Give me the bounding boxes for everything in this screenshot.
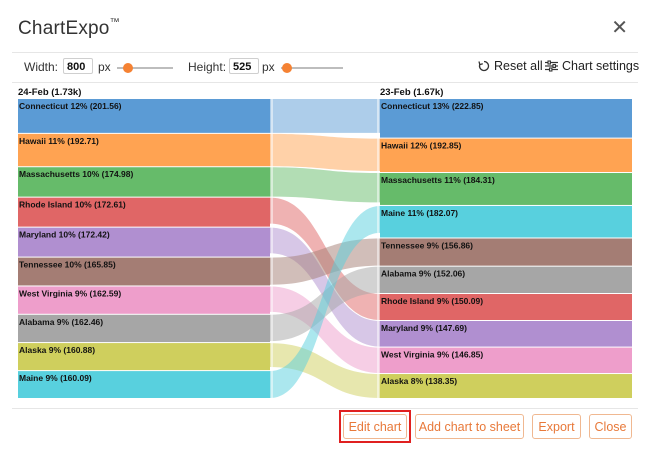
width-unit: px (98, 60, 111, 74)
right-node-tennessee (380, 238, 632, 266)
close-icon[interactable]: ✕ (611, 17, 628, 39)
left-node-label-alabama: Alabama 9% (162.46) (19, 317, 103, 327)
right-node-label-connecticut: Connecticut 13% (222.85) (381, 101, 484, 111)
link-maine (270, 205, 380, 398)
right-node-label-massachusetts: Massachusetts 11% (184.31) (381, 175, 495, 185)
width-slider[interactable] (117, 63, 173, 73)
right-node-label-west-virginia: West Virginia 9% (146.85) (381, 350, 483, 360)
left-node-connecticut (18, 99, 270, 133)
right-node-alabama (380, 266, 632, 294)
left-node-alaska (18, 343, 270, 371)
left-column-header: 24-Feb (1.73k) (18, 87, 81, 98)
edit-chart-button[interactable]: Edit chart (343, 414, 407, 439)
close-button[interactable]: Close (589, 414, 632, 439)
left-node-label-massachusetts: Massachusetts 10% (174.98) (19, 169, 134, 179)
width-label: Width: (24, 60, 59, 74)
link-hawaii (270, 133, 380, 171)
width-slider-knob[interactable] (123, 63, 134, 73)
right-node-label-maryland: Maryland 9% (147.69) (381, 323, 467, 333)
height-input[interactable]: 525 (229, 58, 259, 74)
edit-chart-focus-ring (339, 410, 411, 443)
right-node-alaska (380, 374, 632, 398)
dialog-title: ChartExpo™ (18, 16, 120, 40)
right-node-label-rhode-island: Rhode Island 9% (150.09) (381, 296, 483, 306)
left-node-rhode-island (18, 197, 270, 227)
left-node-label-alaska: Alaska 9% (160.88) (19, 345, 95, 355)
left-node-label-rhode-island: Rhode Island 10% (172.61) (19, 200, 126, 210)
left-node-label-tennessee: Tennessee 10% (165.85) (19, 260, 116, 270)
right-node-label-tennessee: Tennessee 9% (156.86) (381, 240, 473, 250)
toolbar-divider (12, 82, 638, 83)
left-node-label-maryland: Maryland 10% (172.42) (19, 230, 110, 240)
sankey-svg: 24-Feb (1.73k) 23-Feb (1.67k)Connecticut … (18, 87, 632, 398)
left-node-label-west-virginia: West Virginia 9% (162.59) (19, 288, 121, 298)
add-chart-to-sheet-button[interactable]: Add chart to sheet (415, 414, 524, 439)
sankey-links (270, 99, 380, 398)
right-node-label-maine: Maine 11% (182.07) (381, 208, 458, 218)
height-unit: px (262, 60, 275, 74)
right-node-maryland (380, 321, 632, 347)
reset-all-label: Reset all (494, 59, 543, 73)
dialog-title-text: ChartExpo (18, 18, 110, 39)
link-west-virginia (270, 286, 380, 374)
right-node-connecticut (380, 99, 632, 138)
sliders-icon (545, 60, 558, 72)
reset-all-button[interactable]: Reset all (478, 59, 543, 73)
width-input[interactable]: 800 (63, 58, 93, 74)
left-nodes: Connecticut 12% (201.56) Hawaii 11% (192.… (18, 99, 270, 398)
right-node-label-alaska: Alaska 8% (138.35) (381, 376, 457, 386)
trademark-mark: ™ (109, 16, 120, 28)
right-column-header: 23-Feb (1.67k) (380, 87, 443, 98)
reset-icon (478, 60, 490, 72)
right-node-hawaii (380, 138, 632, 173)
right-node-rhode-island (380, 294, 632, 321)
left-node-maryland (18, 227, 270, 257)
export-button[interactable]: Export (532, 414, 581, 439)
left-node-label-maine: Maine 9% (160.09) (19, 373, 92, 383)
left-node-label-connecticut: Connecticut 12% (201.56) (19, 101, 122, 111)
left-node-maine (18, 371, 270, 398)
size-toolbar: Width: 800 px Height: 525 px Reset all C… (0, 56, 650, 80)
right-node-maine (380, 205, 632, 238)
header-divider (12, 52, 638, 53)
chart-settings-label: Chart settings (562, 59, 640, 73)
left-node-alabama (18, 314, 270, 343)
right-node-massachusetts (380, 173, 632, 205)
right-nodes: Connecticut 13% (222.85) Hawaii 12% (192.… (380, 99, 632, 398)
height-slider[interactable] (281, 63, 343, 73)
left-node-west-virginia (18, 286, 270, 314)
sankey-chart: 24-Feb (1.73k) 23-Feb (1.67k) Connecticut … (18, 86, 634, 408)
right-node-west-virginia (380, 347, 632, 374)
right-node-label-hawaii: Hawaii 12% (192.85) (381, 141, 461, 151)
left-node-label-hawaii: Hawaii 11% (192.71) (19, 136, 99, 146)
link-connecticut (270, 99, 380, 133)
left-node-hawaii (18, 133, 270, 167)
height-label: Height: (188, 60, 227, 74)
right-node-label-alabama: Alabama 9% (152.06) (381, 269, 465, 279)
left-node-tennessee (18, 257, 270, 286)
height-slider-knob[interactable] (282, 63, 293, 73)
link-massachusetts (270, 167, 380, 203)
footer-divider (12, 408, 638, 409)
chart-settings-button[interactable]: Chart settings (545, 59, 639, 73)
left-node-massachusetts (18, 167, 270, 197)
